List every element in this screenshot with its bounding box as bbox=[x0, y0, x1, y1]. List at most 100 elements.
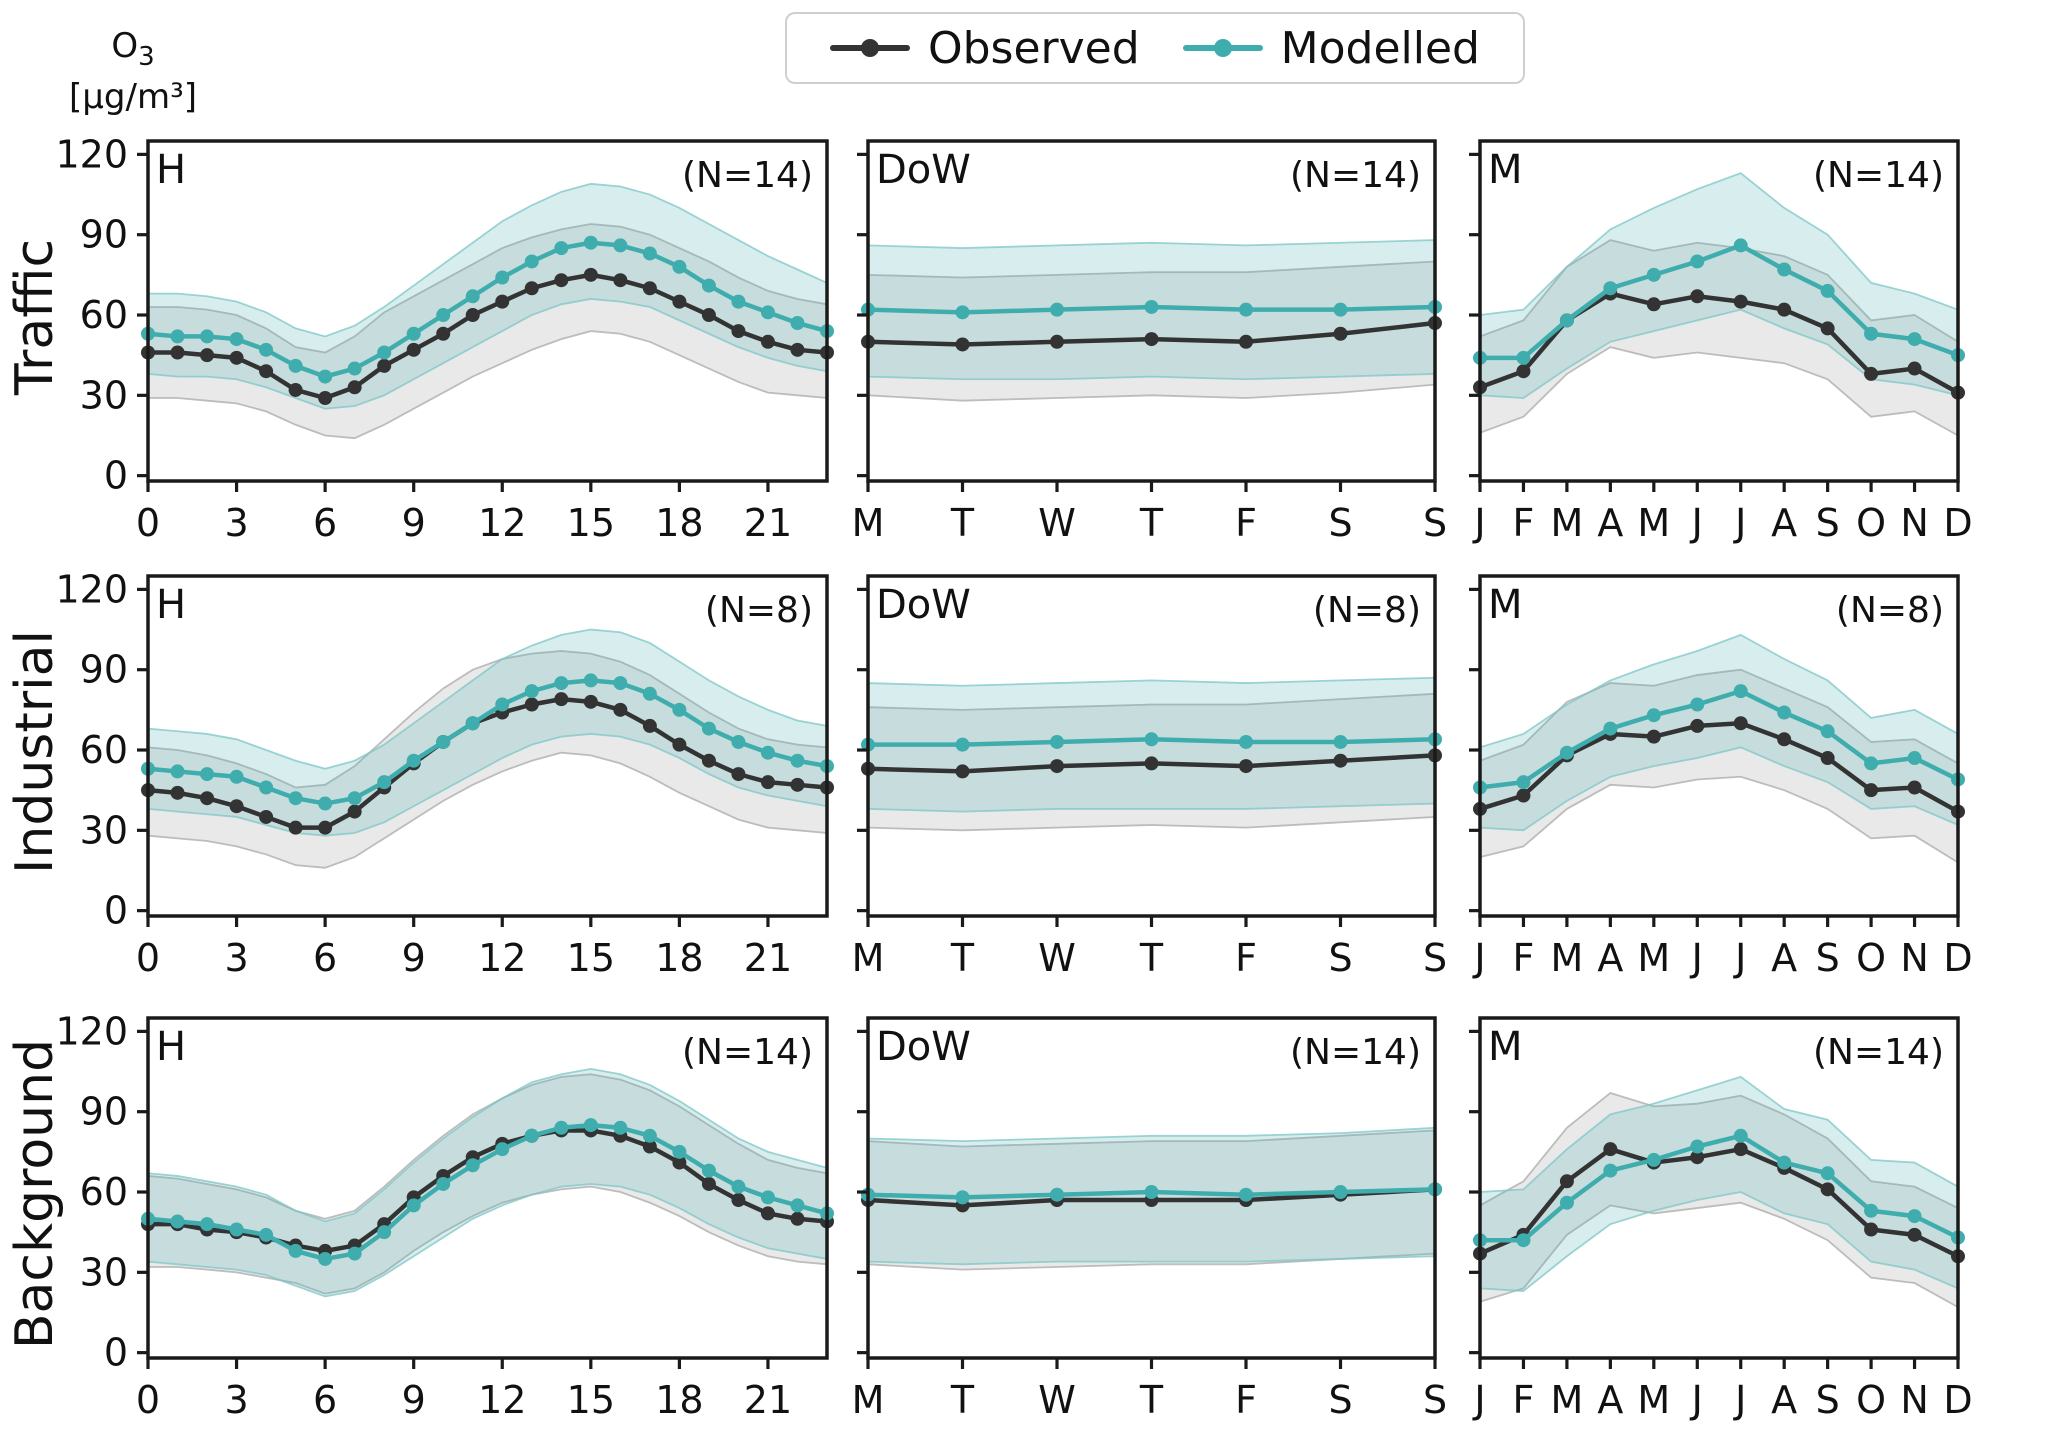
x-tick-label: O bbox=[1856, 936, 1886, 980]
modelled-band-lower-edge bbox=[1479, 308, 1959, 399]
observed-marker bbox=[760, 334, 775, 349]
modelled-marker bbox=[1050, 1187, 1064, 1202]
modelled-marker bbox=[288, 1243, 303, 1258]
modelled-marker bbox=[229, 1222, 244, 1237]
modelled-marker bbox=[495, 697, 510, 712]
legend-label-modelled: Modelled bbox=[1280, 22, 1480, 74]
modelled-marker bbox=[583, 1118, 598, 1133]
observed-marker bbox=[583, 694, 598, 709]
y-axis-units: [μg/m³] bbox=[69, 76, 197, 117]
modelled-marker bbox=[955, 305, 970, 320]
x-tick-label: S bbox=[1328, 1378, 1352, 1422]
modelled-marker bbox=[1603, 1163, 1618, 1178]
modelled-marker bbox=[1516, 1233, 1531, 1248]
x-tick-label: M bbox=[852, 501, 885, 545]
modelled-marker bbox=[524, 684, 539, 699]
x-tick-label: 3 bbox=[224, 501, 248, 545]
observed-marker bbox=[318, 820, 333, 835]
modelled-marker bbox=[1864, 756, 1879, 771]
modelled-marker bbox=[1050, 302, 1064, 317]
observed-marker bbox=[955, 764, 970, 779]
x-tick-label: N bbox=[1900, 1378, 1928, 1422]
sample-count-label: (N=8) bbox=[1836, 590, 1944, 631]
modelled-marker bbox=[583, 673, 598, 688]
modelled-marker bbox=[613, 1120, 628, 1135]
observed-marker bbox=[1516, 364, 1531, 379]
observed-marker bbox=[642, 281, 657, 296]
modelled-marker bbox=[288, 358, 303, 373]
observed-band-upper-edge bbox=[147, 650, 828, 789]
x-tick-label: F bbox=[1513, 936, 1535, 980]
observed-band-lower-edge bbox=[147, 751, 828, 869]
modelled-marker bbox=[318, 1251, 333, 1266]
x-tick-label: A bbox=[1597, 1378, 1623, 1422]
x-tick-label: J bbox=[1733, 1378, 1746, 1422]
observed-marker bbox=[672, 737, 687, 752]
modelled-band-upper-edge bbox=[1479, 172, 1959, 316]
modelled-marker bbox=[406, 753, 421, 768]
x-tick-label: A bbox=[1771, 501, 1797, 545]
modelled-marker bbox=[1820, 283, 1835, 298]
x-tick-label: J bbox=[1690, 1378, 1703, 1422]
modelled-marker bbox=[583, 235, 598, 250]
panel-tag: H bbox=[156, 147, 186, 193]
modelled-band-upper-edge bbox=[867, 239, 1436, 249]
modelled-marker bbox=[1777, 705, 1792, 720]
modelled-marker bbox=[760, 1190, 775, 1205]
observed-marker bbox=[955, 337, 970, 352]
observed-band-lower-edge bbox=[867, 816, 1436, 832]
y-tick-label: 30 bbox=[80, 373, 128, 417]
observed-marker bbox=[701, 1176, 716, 1191]
modelled-marker bbox=[465, 716, 480, 731]
modelled-band-lower-edge bbox=[147, 733, 828, 837]
modelled-band-upper-edge bbox=[147, 1067, 828, 1223]
x-tick-label: D bbox=[1943, 936, 1972, 980]
observed-band-upper-edge bbox=[867, 1129, 1436, 1148]
x-tick-label: 12 bbox=[478, 501, 526, 545]
modelled-marker bbox=[672, 259, 687, 274]
modelled-marker bbox=[731, 294, 746, 309]
x-tick-label: M bbox=[1637, 1378, 1670, 1422]
y-tick-label: 60 bbox=[80, 293, 128, 337]
modelled-marker bbox=[1144, 299, 1159, 314]
panel-tag: DoW bbox=[876, 582, 971, 628]
x-tick-label: S bbox=[1423, 501, 1447, 545]
x-tick-label: 6 bbox=[313, 936, 337, 980]
modelled-marker bbox=[170, 764, 185, 779]
modelled-marker bbox=[1864, 1203, 1879, 1218]
observed-marker bbox=[672, 1155, 687, 1170]
modelled-band bbox=[1480, 173, 1958, 399]
x-tick-label: T bbox=[950, 936, 975, 980]
observed-marker bbox=[1733, 1142, 1748, 1157]
observed-band bbox=[148, 223, 827, 439]
modelled-marker bbox=[554, 676, 569, 691]
observed-band bbox=[868, 261, 1435, 401]
observed-band-lower-edge bbox=[1479, 1201, 1959, 1308]
modelled-line bbox=[1480, 243, 1959, 361]
x-tick-label: W bbox=[1038, 1378, 1076, 1422]
observed-marker bbox=[1333, 326, 1348, 341]
observed-band-upper-edge bbox=[1479, 239, 1959, 343]
modelled-band-upper-edge bbox=[147, 628, 828, 770]
sample-count-label: (N=8) bbox=[705, 590, 813, 631]
x-tick-label: 3 bbox=[224, 1378, 248, 1422]
modelled-marker bbox=[1646, 708, 1661, 723]
x-tick-label: 18 bbox=[655, 1378, 703, 1422]
modelled-band-lower-edge bbox=[867, 802, 1436, 813]
x-tick-label: M bbox=[852, 936, 885, 980]
x-tick-label: N bbox=[1900, 936, 1928, 980]
modelled-band-upper-edge bbox=[867, 1126, 1436, 1143]
x-tick-label: 3 bbox=[224, 936, 248, 980]
x-tick-label: M bbox=[1637, 936, 1670, 980]
observed-marker bbox=[1820, 751, 1835, 766]
x-tick-label: 15 bbox=[567, 1378, 615, 1422]
panel-industrial-dow: M T W T F S S DoW (N=8) bbox=[852, 574, 1447, 980]
modelled-marker bbox=[731, 1179, 746, 1194]
modelled-marker bbox=[465, 1158, 480, 1173]
modelled-marker bbox=[406, 326, 421, 341]
observed-marker bbox=[701, 308, 716, 323]
y-tick-label: 90 bbox=[80, 1090, 128, 1134]
observed-marker bbox=[1559, 1174, 1574, 1189]
observed-marker bbox=[347, 804, 362, 819]
panel-background-hour: 0 3 6 9 12 15 18 21 0 30 60 90 120 H (N=14) bbox=[55, 1009, 834, 1422]
